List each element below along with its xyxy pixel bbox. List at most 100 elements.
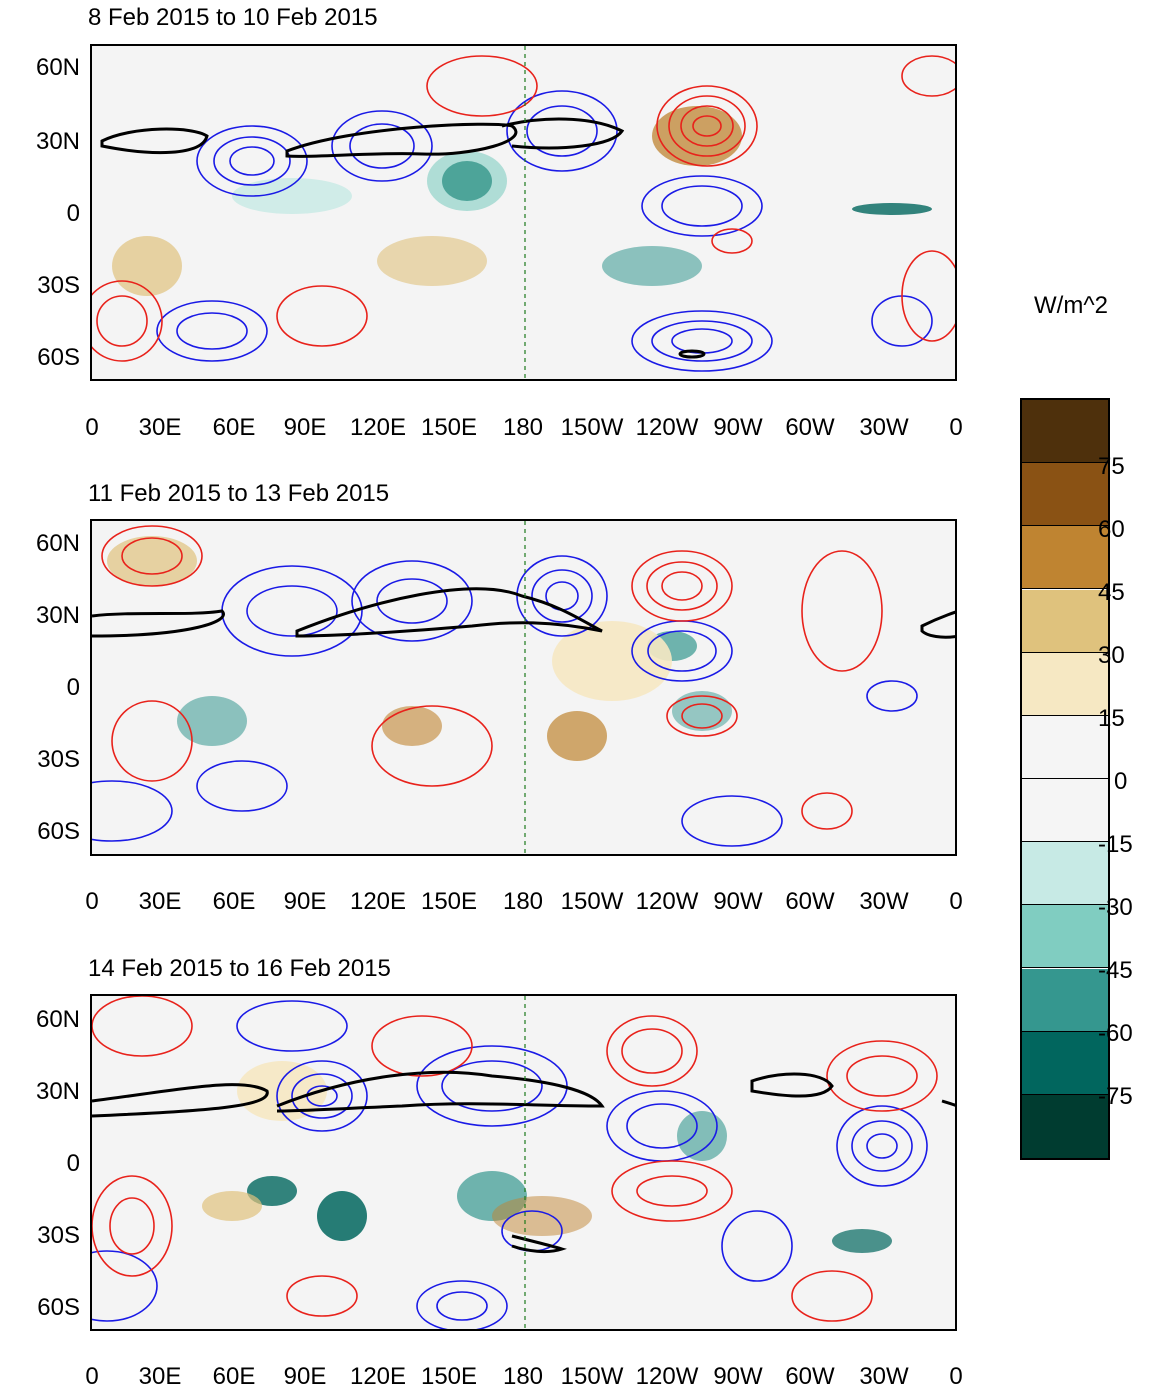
colorbar-label: -45	[1098, 957, 1133, 984]
lon-label: 120W	[635, 888, 699, 915]
lon-label: 90W	[713, 1363, 763, 1390]
lon-label: 90W	[713, 414, 763, 441]
colorbar-label: -15	[1098, 831, 1133, 858]
anomaly-map-2	[92, 521, 955, 854]
lon-label: 30E	[138, 414, 182, 441]
lon-label: 180	[502, 1363, 544, 1390]
colorbar-label: -75	[1098, 1083, 1133, 1110]
colorbar-label: -60	[1098, 1020, 1133, 1047]
colorbar-segment	[1022, 968, 1108, 1032]
lon-label: 0	[85, 888, 99, 915]
lat-label: 60S	[37, 1294, 80, 1321]
lat-label: 60S	[37, 818, 80, 845]
map-panel-1	[90, 44, 957, 381]
colorbar-label: 15	[1098, 705, 1125, 732]
shade-pos-2	[547, 711, 607, 761]
colorbar-label: 30	[1098, 642, 1125, 669]
colorbar-segment	[1022, 779, 1108, 843]
colorbar-segment	[1022, 463, 1108, 527]
lat-label: 30N	[35, 128, 80, 155]
lon-label: 150E	[420, 1363, 478, 1390]
shade-pos-2	[377, 236, 487, 286]
lon-label: 30W	[859, 888, 909, 915]
shade-pos-2	[492, 1196, 592, 1236]
lat-label: 30S	[37, 272, 80, 299]
lon-label: 60W	[785, 414, 835, 441]
shade-pos-1	[237, 1061, 327, 1121]
lon-label: 120E	[349, 888, 407, 915]
lat-label: 60N	[35, 54, 80, 81]
lon-label: 180	[502, 414, 544, 441]
lon-label: 150E	[420, 888, 478, 915]
shade-neg-4	[677, 1111, 727, 1161]
colorbar-segment	[1022, 589, 1108, 653]
colorbar-label: 45	[1098, 579, 1125, 606]
lon-label: 60W	[785, 888, 835, 915]
colorbar-segment	[1022, 652, 1108, 716]
lon-label: 90E	[283, 888, 327, 915]
lat-label: 30N	[35, 602, 80, 629]
lon-label: 90E	[283, 1363, 327, 1390]
lon-label: 120E	[349, 1363, 407, 1390]
lon-label: 0	[85, 414, 99, 441]
lon-label: 60E	[212, 888, 256, 915]
colorbar-segment	[1022, 400, 1108, 464]
lat-label: 30N	[35, 1078, 80, 1105]
lon-label: 150W	[560, 1363, 624, 1390]
shade-neg-5	[232, 178, 352, 214]
lon-label: 30E	[138, 1363, 182, 1390]
shade-neg-5	[832, 1229, 892, 1253]
colorbar-label: -30	[1098, 894, 1133, 921]
colorbar	[1020, 398, 1110, 1160]
shade-neg-2	[317, 1191, 367, 1241]
lat-label: 0	[66, 200, 80, 227]
shade-neg-3	[602, 246, 702, 286]
colorbar-label: 75	[1098, 453, 1125, 480]
positive-contours	[92, 55, 955, 362]
lon-label: 90W	[713, 888, 763, 915]
colorbar-segment	[1022, 905, 1108, 969]
lon-label: 60W	[785, 1363, 835, 1390]
lon-label: 0	[949, 1363, 963, 1390]
lon-label: 30W	[859, 1363, 909, 1390]
colorbar-segment	[1022, 842, 1108, 906]
jet-contours	[92, 587, 955, 639]
shade-pos-3	[382, 706, 442, 746]
shade-pos-1	[107, 536, 197, 586]
lon-label: 0	[949, 888, 963, 915]
shade-pos-4	[552, 621, 672, 701]
colorbar-segment	[1022, 1094, 1108, 1158]
shade-neg-2	[427, 151, 507, 211]
lon-label: 30E	[138, 888, 182, 915]
colorbar-label: 0	[1114, 768, 1128, 795]
anomaly-map-3	[92, 996, 955, 1329]
lon-label: 120E	[349, 414, 407, 441]
lon-label: 0	[949, 414, 963, 441]
lat-label: 60N	[35, 1006, 80, 1033]
shade-neg-1	[247, 1176, 297, 1206]
panel-title: 11 Feb 2015 to 13 Feb 2015	[88, 480, 390, 507]
negative-contours	[92, 555, 918, 847]
negative-contours	[156, 90, 933, 372]
negative-contours	[92, 1000, 928, 1329]
positive-contours	[92, 996, 938, 1322]
lat-label: 30S	[37, 746, 80, 773]
positive-contours	[101, 525, 883, 830]
lon-label: 90E	[283, 414, 327, 441]
map-panel-2	[90, 519, 957, 856]
shade-neg-2	[177, 696, 247, 746]
map-panel-3	[90, 994, 957, 1331]
lon-label: 150W	[560, 414, 624, 441]
shade-neg-4	[852, 203, 932, 215]
lat-label: 0	[66, 1150, 80, 1177]
panel-title: 8 Feb 2015 to 10 Feb 2015	[88, 4, 378, 31]
colorbar-title: W/m^2	[1034, 292, 1108, 319]
shade-pos-3	[112, 236, 182, 296]
colorbar-label: 60	[1098, 516, 1125, 543]
lat-label: 30S	[37, 1222, 80, 1249]
lon-label: 0	[85, 1363, 99, 1390]
lat-label: 0	[66, 674, 80, 701]
lon-label: 120W	[635, 414, 699, 441]
lat-label: 60N	[35, 530, 80, 557]
shade-pos-3	[202, 1191, 262, 1221]
